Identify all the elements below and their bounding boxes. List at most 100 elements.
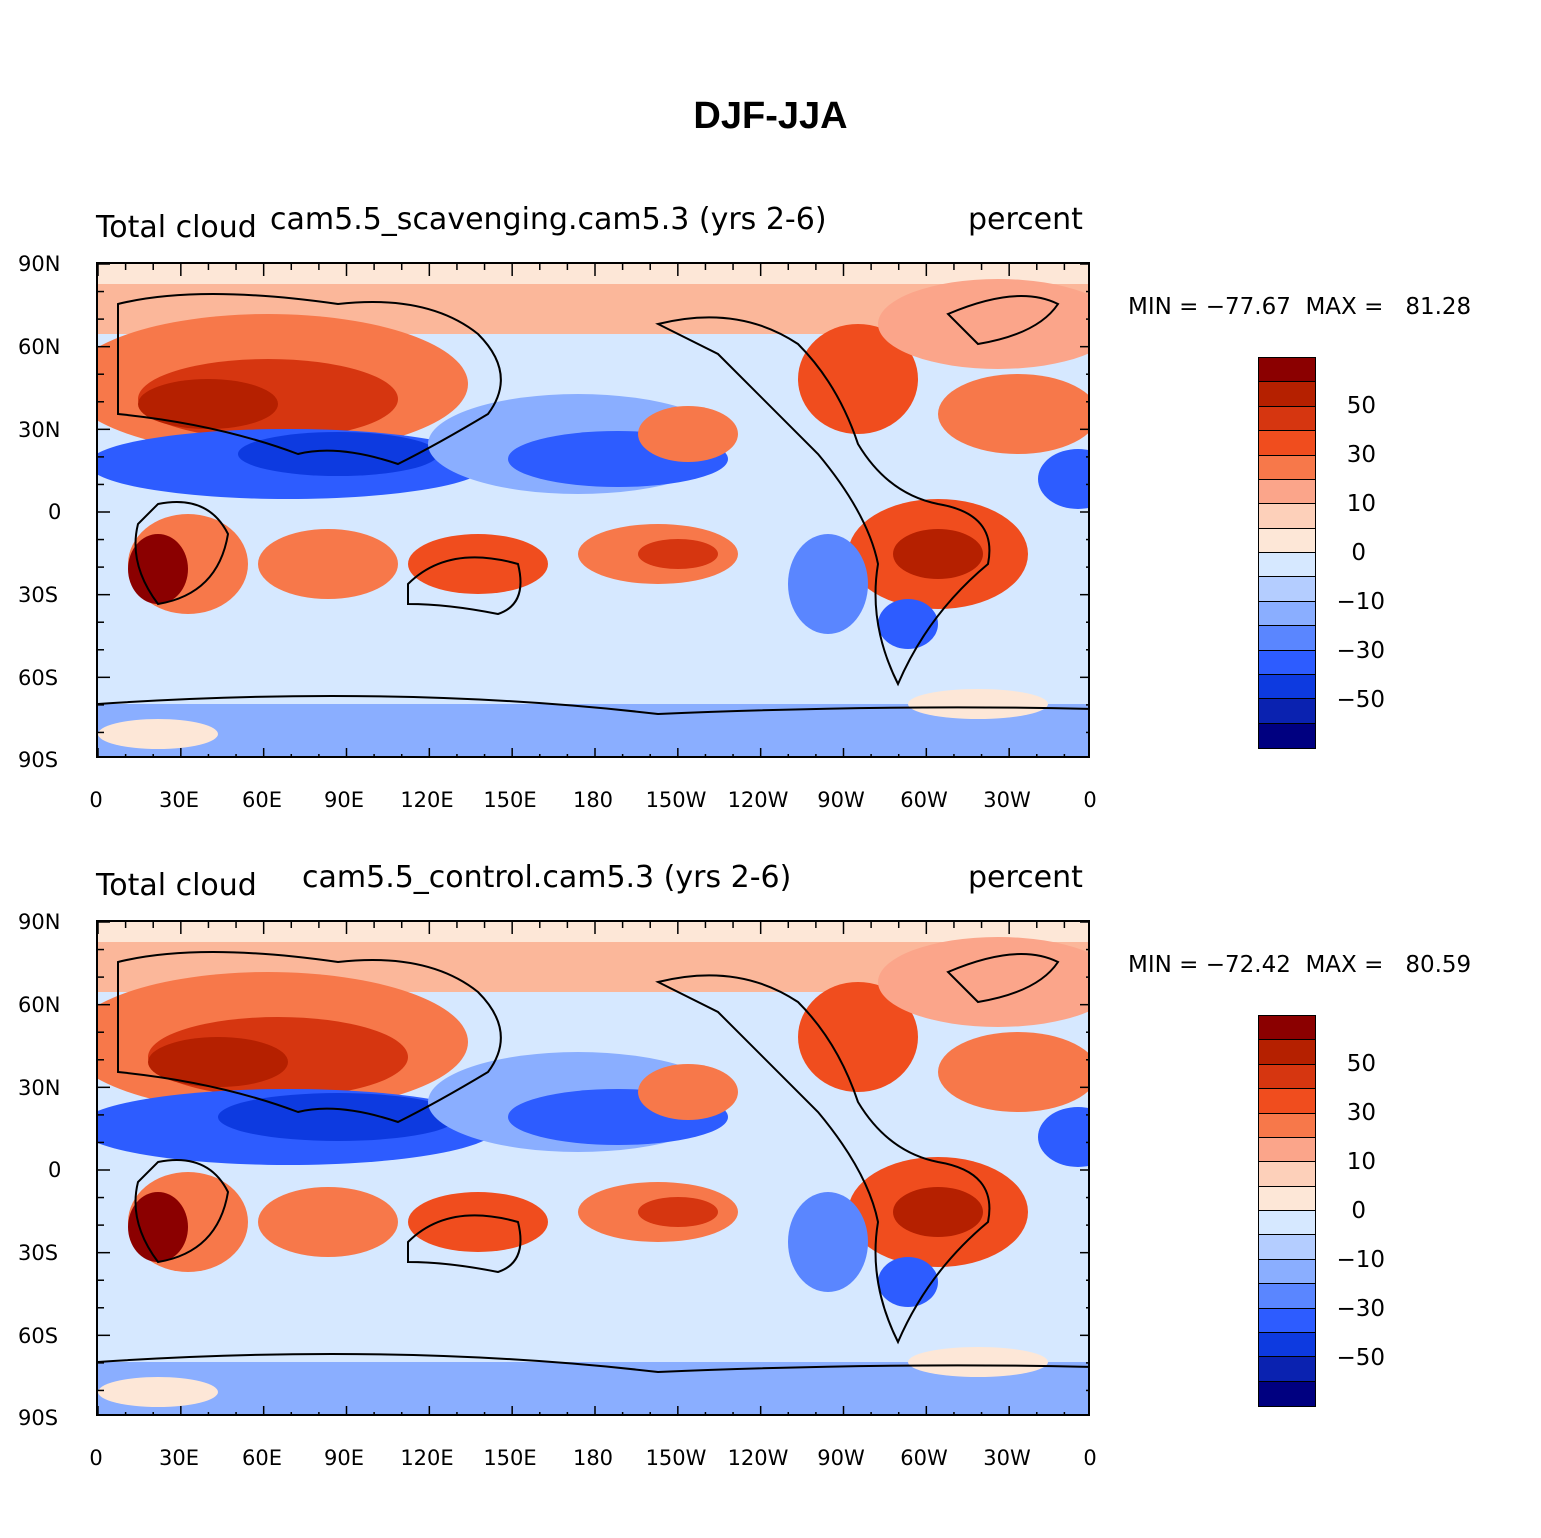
x-tick-180: 180 <box>572 788 614 812</box>
colorbar-band <box>1259 577 1315 602</box>
colorbar-band <box>1259 1357 1315 1382</box>
y-tick-90s: 90S <box>18 1406 59 1430</box>
colorbar-band <box>1259 674 1315 700</box>
colorbar-band <box>1259 382 1315 407</box>
y-tick-30s: 30S <box>18 583 59 607</box>
y-tick-60n: 60N <box>18 335 61 359</box>
colorbar-label-neg30: −30 <box>1336 638 1385 664</box>
x-tick-90e: 90E <box>324 788 364 812</box>
x-tick-30w: 30W <box>983 1446 1031 1470</box>
panel-center-label: cam5.5_control.cam5.3 (yrs 2-6) <box>302 860 792 895</box>
colorbar-band <box>1259 479 1315 505</box>
x-tick-120w: 120W <box>727 788 789 812</box>
colorbar-label-neg50: −50 <box>1336 687 1385 713</box>
figure-title: DJF-JJA <box>693 95 848 137</box>
colorbar-band <box>1259 601 1315 627</box>
colorbar-band <box>1259 1186 1315 1211</box>
colorbar-band <box>1259 553 1315 578</box>
x-tick-150e: 150E <box>483 1446 537 1470</box>
x-tick-120w: 120W <box>727 1446 789 1470</box>
y-tick-60s: 60S <box>18 1324 59 1348</box>
colorbar-label-neg50: −50 <box>1336 1345 1385 1371</box>
y-tick-0: 0 <box>48 1158 62 1182</box>
colorbar-band <box>1259 406 1315 432</box>
y-tick-60n: 60N <box>18 993 61 1017</box>
colorbar-band <box>1259 1308 1315 1333</box>
x-tick-0: 0 <box>89 788 103 812</box>
colorbar-band <box>1259 723 1315 748</box>
x-tick-90w: 90W <box>817 788 865 812</box>
colorbar-label-10: 10 <box>1346 1149 1376 1175</box>
colorbar-band <box>1259 1064 1315 1090</box>
colorbar-label-0: 0 <box>1351 1198 1366 1224</box>
colorbar-band <box>1259 1113 1315 1138</box>
x-tick-60e: 60E <box>242 1446 282 1470</box>
x-tick-150w: 150W <box>645 1446 707 1470</box>
x-tick-0-end: 0 <box>1083 788 1097 812</box>
x-tick-60w: 60W <box>900 788 948 812</box>
map-panel-1: Total cloud cam5.5_scavenging.cam5.3 (yr… <box>0 202 1541 860</box>
colorbar-label-10: 10 <box>1346 491 1376 517</box>
colorbar-band <box>1259 1089 1315 1114</box>
x-tick-0-end: 0 <box>1083 1446 1097 1470</box>
colorbar-band <box>1259 699 1315 724</box>
colorbar-label-neg30: −30 <box>1336 1296 1385 1322</box>
colorbar-band <box>1259 1235 1315 1260</box>
map-panel-2: Total cloud cam5.5_control.cam5.3 (yrs 2… <box>0 860 1541 1518</box>
colorbar <box>1258 357 1316 749</box>
y-tick-30s: 30S <box>18 1241 59 1265</box>
panel-right-label: percent <box>968 202 1083 237</box>
colorbar-band <box>1259 1259 1315 1285</box>
contour-map <box>96 262 1090 758</box>
colorbar <box>1258 1015 1316 1407</box>
x-tick-90w: 90W <box>817 1446 865 1470</box>
panel-right-label: percent <box>968 860 1083 895</box>
colorbar-band <box>1259 504 1315 529</box>
colorbar-band <box>1259 528 1315 553</box>
colorbar-band <box>1259 431 1315 456</box>
panel-left-label: Total cloud <box>96 868 257 903</box>
x-tick-60e: 60E <box>242 788 282 812</box>
x-tick-60w: 60W <box>900 1446 948 1470</box>
y-tick-90n: 90N <box>18 252 61 276</box>
cloud-difference-field <box>98 264 1088 756</box>
y-tick-90n: 90N <box>18 910 61 934</box>
x-tick-150e: 150E <box>483 788 537 812</box>
cloud-difference-field <box>98 922 1088 1414</box>
colorbar-label-neg10: −10 <box>1336 589 1385 615</box>
colorbar-label-0: 0 <box>1351 540 1366 566</box>
y-tick-90s: 90S <box>18 748 59 772</box>
x-tick-120e: 120E <box>400 1446 454 1470</box>
y-tick-60s: 60S <box>18 666 59 690</box>
colorbar-label-30: 30 <box>1346 442 1376 468</box>
y-tick-0: 0 <box>48 500 62 524</box>
y-tick-30n: 30N <box>18 1076 61 1100</box>
colorbar-band <box>1259 1381 1315 1406</box>
colorbar-band <box>1259 1211 1315 1236</box>
x-tick-120e: 120E <box>400 788 454 812</box>
colorbar-band <box>1259 1332 1315 1358</box>
colorbar-band <box>1259 1016 1315 1041</box>
colorbar-band <box>1259 1284 1315 1309</box>
x-tick-180: 180 <box>572 1446 614 1470</box>
colorbar-label-50: 50 <box>1346 1051 1376 1077</box>
y-tick-30n: 30N <box>18 418 61 442</box>
colorbar-band <box>1259 1040 1315 1065</box>
panel-left-label: Total cloud <box>96 210 257 245</box>
colorbar-band <box>1259 626 1315 651</box>
colorbar-band <box>1259 1137 1315 1163</box>
min-max-readout: MIN = −77.67 MAX = 81.28 <box>1128 294 1472 320</box>
x-tick-0: 0 <box>89 1446 103 1470</box>
colorbar-label-30: 30 <box>1346 1100 1376 1126</box>
x-tick-30e: 30E <box>159 788 199 812</box>
x-tick-150w: 150W <box>645 788 707 812</box>
contour-map <box>96 920 1090 1416</box>
colorbar-band <box>1259 358 1315 383</box>
x-tick-30w: 30W <box>983 788 1031 812</box>
x-tick-30e: 30E <box>159 1446 199 1470</box>
colorbar-label-neg10: −10 <box>1336 1247 1385 1273</box>
x-tick-90e: 90E <box>324 1446 364 1470</box>
min-max-readout: MIN = −72.42 MAX = 80.59 <box>1128 952 1472 978</box>
panel-center-label: cam5.5_scavenging.cam5.3 (yrs 2-6) <box>270 202 827 237</box>
colorbar-band <box>1259 650 1315 675</box>
